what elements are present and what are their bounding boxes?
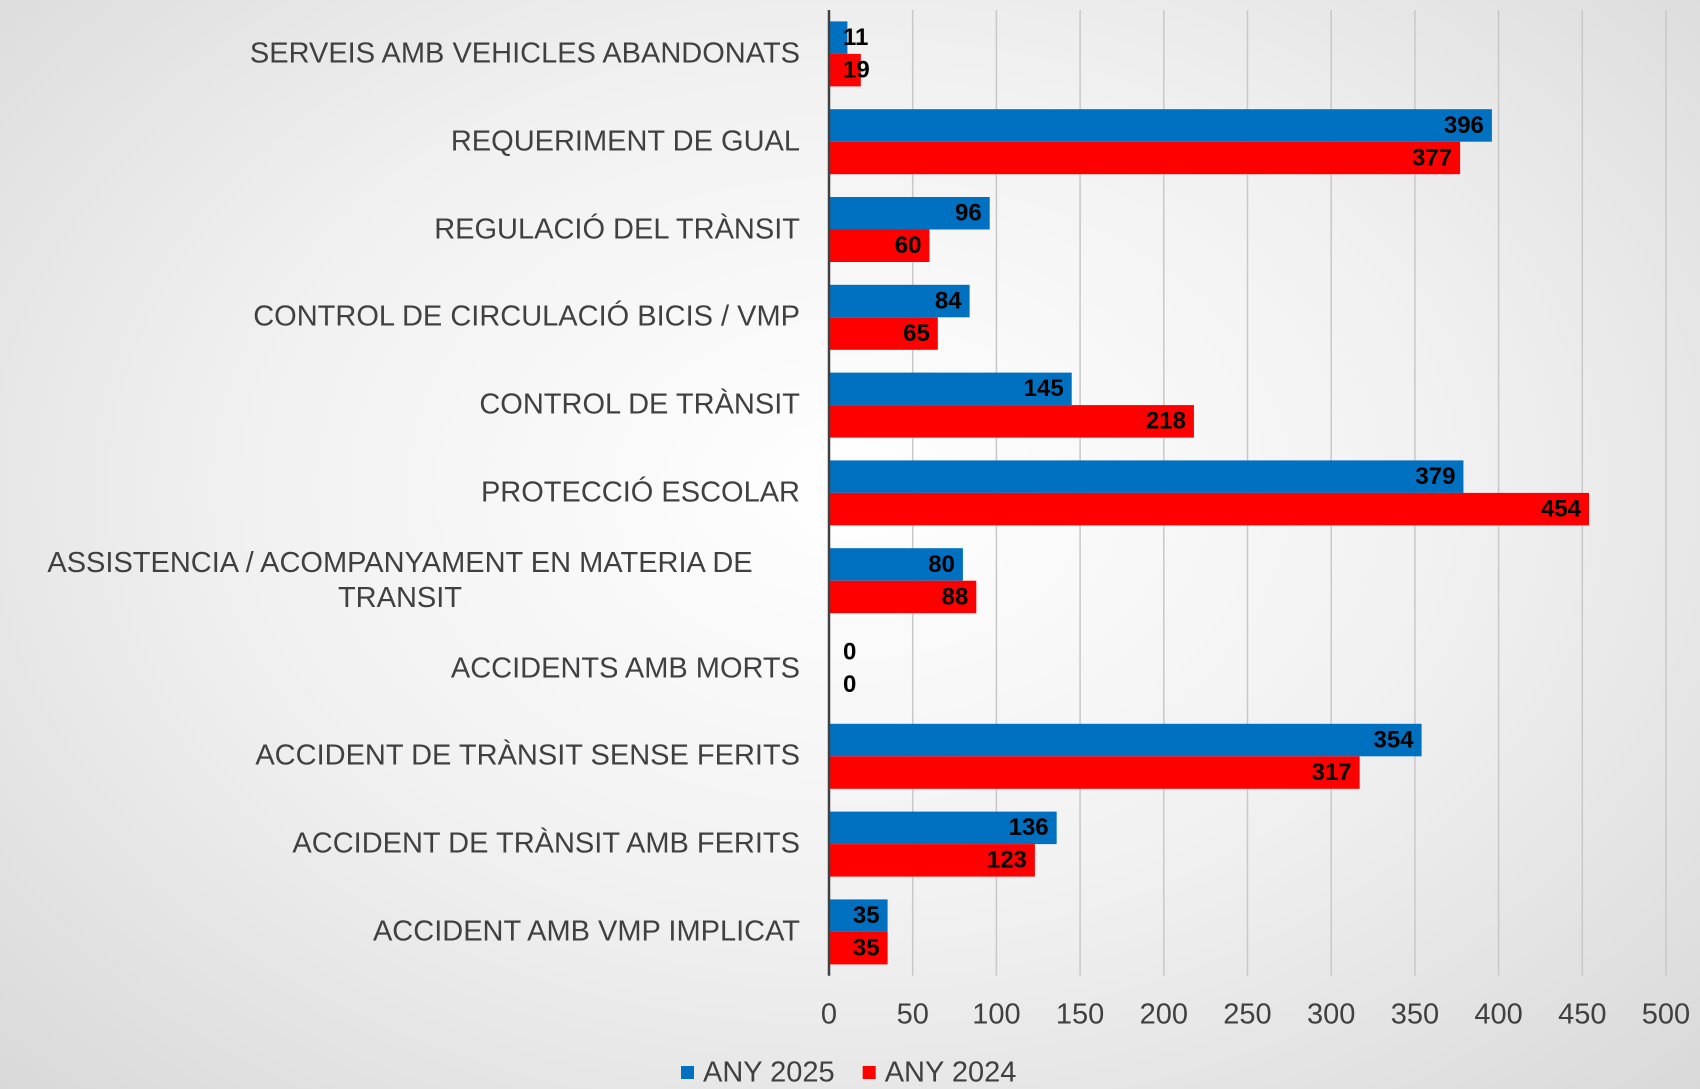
bar [829,317,938,350]
data-label: 11 [843,24,868,51]
data-label: 19 [843,56,870,83]
bar [829,109,1492,142]
bar [829,229,930,262]
data-label: 96 [955,200,982,227]
category-label-box: CONTROL DE CIRCULACIÓ BICIS / VMP [253,300,800,335]
category-label: CONTROL DE TRÀNSIT [479,388,800,421]
category-label: ACCIDENT AMB VMP IMPLICAT [372,915,800,948]
legend-swatch [862,1066,876,1079]
bar [829,492,1589,526]
legend-label: ANY 2025 [703,1057,835,1089]
x-tick-label: 200 [1140,999,1188,1031]
legend-swatch [681,1066,694,1079]
bar [829,548,963,581]
category-label-box: REGULACIÓ DEL TRÀNSIT [434,212,800,247]
bar [829,899,888,932]
x-tick-label: 350 [1391,999,1439,1031]
bar [829,372,1072,406]
category-label-box: ACCIDENTS AMB MORTS [451,651,800,686]
category-label: SERVEIS AMB VEHICLES ABANDONATS [249,37,800,70]
category-label-box: ACCIDENT AMB VMP IMPLICAT [373,914,800,949]
data-label: 80 [928,551,955,578]
bar [829,756,1360,789]
category-label: ACCIDENT DE TRÀNSIT AMB FERITS [292,827,800,860]
data-label: 379 [1415,463,1455,490]
x-tick-label: 300 [1307,999,1355,1031]
category-label-box: PROTECCIÓ ESCOLAR [481,475,800,510]
x-tick-label: 250 [1223,999,1271,1031]
data-label: 377 [1412,144,1452,171]
category-label: REQUERIMENT DE GUAL [450,125,800,158]
bar [829,284,970,318]
category-label: ACCIDENT DE TRÀNSIT SENSE FERITS [255,739,800,772]
category-label: PROTECCIÓ ESCOLAR [480,476,800,509]
x-tick-label: 500 [1642,999,1690,1031]
bar [829,460,1464,493]
x-tick-label: 0 [821,999,837,1031]
data-label: 145 [1024,375,1064,402]
x-tick-label: 100 [972,999,1020,1031]
bar [829,931,888,965]
legend-label: ANY 2024 [885,1057,1017,1089]
x-tick-label: 150 [1056,999,1104,1031]
data-label: 317 [1312,759,1352,786]
bar [829,53,861,87]
bar [829,844,1035,877]
data-label: 396 [1444,112,1484,139]
bar [829,21,848,54]
x-tick-label: 50 [897,999,929,1031]
bar [829,141,1461,175]
category-label: ASSISTENCIA / ACOMPANYAMENT EN MATERIA D… [47,546,753,614]
data-label: 84 [935,287,962,314]
category-label-box: ASSISTENCIA / ACOMPANYAMENT EN MATERIA D… [0,546,800,616]
data-label: 454 [1541,495,1582,522]
data-label: 35 [853,934,880,961]
category-label: ACCIDENTS AMB MORTS [450,652,800,684]
x-tick-label: 400 [1474,999,1522,1031]
bar [829,580,977,614]
data-label: 0 [843,671,856,698]
data-label: 354 [1374,726,1415,753]
category-label-box: ACCIDENT DE TRÀNSIT AMB FERITS [292,827,800,862]
category-label-box: REQUERIMENT DE GUAL [451,124,800,159]
bar [829,197,990,230]
bar [829,405,1194,438]
data-label: 136 [1009,814,1049,841]
category-label: REGULACIÓ DEL TRÀNSIT [434,213,800,245]
data-label: 218 [1146,408,1186,435]
data-label: 88 [942,583,969,610]
bar [829,723,1422,757]
data-label: 65 [903,320,930,347]
category-label-box: SERVEIS AMB VEHICLES ABANDONATS [250,36,800,71]
category-label: CONTROL DE CIRCULACIÓ BICIS / VMP [253,300,800,333]
data-label: 35 [853,902,880,929]
x-tick-label: 450 [1558,999,1606,1031]
bar [829,811,1057,845]
data-label: 123 [987,847,1027,874]
category-label-box: ACCIDENT DE TRÀNSIT SENSE FERITS [255,739,800,774]
category-label-box: CONTROL DE TRÀNSIT [479,388,800,423]
data-label: 0 [843,639,856,666]
data-label: 60 [895,232,922,259]
